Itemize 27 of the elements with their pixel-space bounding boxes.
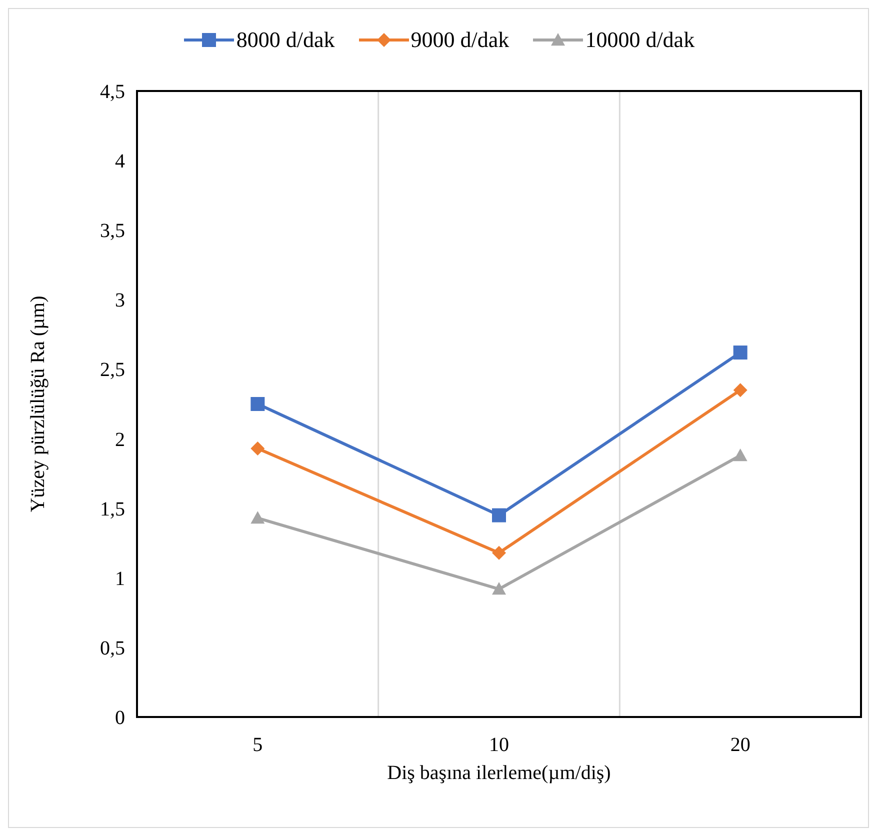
point bbox=[492, 508, 506, 522]
y-tick-label: 2,5 bbox=[100, 359, 125, 382]
x-tick-label: 10 bbox=[489, 734, 509, 756]
x-axis-title: Diş başına ilerleme(µm/diş) bbox=[387, 762, 611, 784]
point bbox=[250, 397, 265, 411]
y-tick-label: 3,5 bbox=[100, 220, 125, 242]
point bbox=[492, 582, 506, 595]
y-tick-label: 4,5 bbox=[100, 81, 125, 103]
point bbox=[733, 448, 748, 462]
y-tick-label: 0,5 bbox=[100, 637, 125, 660]
point bbox=[733, 346, 748, 360]
x-tick-label: 5 bbox=[252, 734, 263, 756]
point bbox=[250, 442, 265, 456]
y-axis-title: Yüzey pürzlülüğü Ra (µm) bbox=[27, 296, 50, 512]
point bbox=[250, 511, 265, 524]
y-tick-label: 1 bbox=[115, 568, 125, 590]
point bbox=[733, 383, 748, 398]
legend-label: 10000 d/dak bbox=[585, 27, 695, 53]
y-tick-label: 1,5 bbox=[100, 498, 125, 520]
y-tick-label: 0 bbox=[115, 707, 125, 729]
y-tick-label: 3 bbox=[115, 290, 125, 312]
x-tick-label: 20 bbox=[730, 734, 750, 756]
point bbox=[492, 546, 506, 560]
y-tick-label: 4 bbox=[115, 150, 125, 173]
legend-label: 8000 d/dak bbox=[236, 27, 335, 53]
y-tick-label: 2 bbox=[115, 428, 125, 451]
legend-label: 9000 d/dak bbox=[410, 27, 510, 53]
